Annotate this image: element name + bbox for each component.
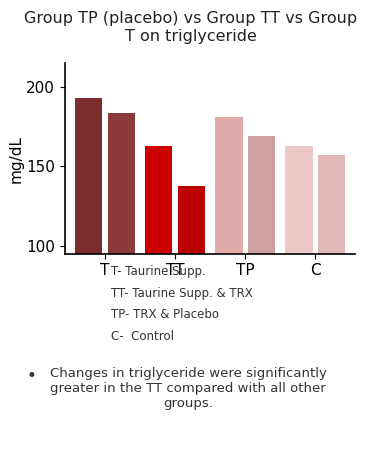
Y-axis label: mg/dL: mg/dL [8, 135, 24, 183]
Bar [178, 186, 205, 404]
Bar [145, 146, 172, 404]
Text: TT- Taurine Supp. & TRX: TT- Taurine Supp. & TRX [111, 287, 253, 300]
Bar [248, 136, 275, 404]
Bar [215, 117, 243, 404]
Bar [108, 113, 135, 404]
Text: TP- TRX & Placebo: TP- TRX & Placebo [111, 308, 219, 322]
Bar [318, 155, 345, 404]
Text: T- Taurine Supp.: T- Taurine Supp. [111, 265, 206, 278]
Text: Group TP (placebo) vs Group TT vs Group
T on triglyceride: Group TP (placebo) vs Group TT vs Group … [24, 11, 358, 44]
Text: Changes in triglyceride were significantly
greater in the TT compared with all o: Changes in triglyceride were significant… [50, 367, 327, 410]
Bar [285, 146, 312, 404]
Bar [75, 98, 102, 404]
Text: C-  Control: C- Control [111, 330, 174, 343]
Text: •: • [27, 367, 37, 385]
